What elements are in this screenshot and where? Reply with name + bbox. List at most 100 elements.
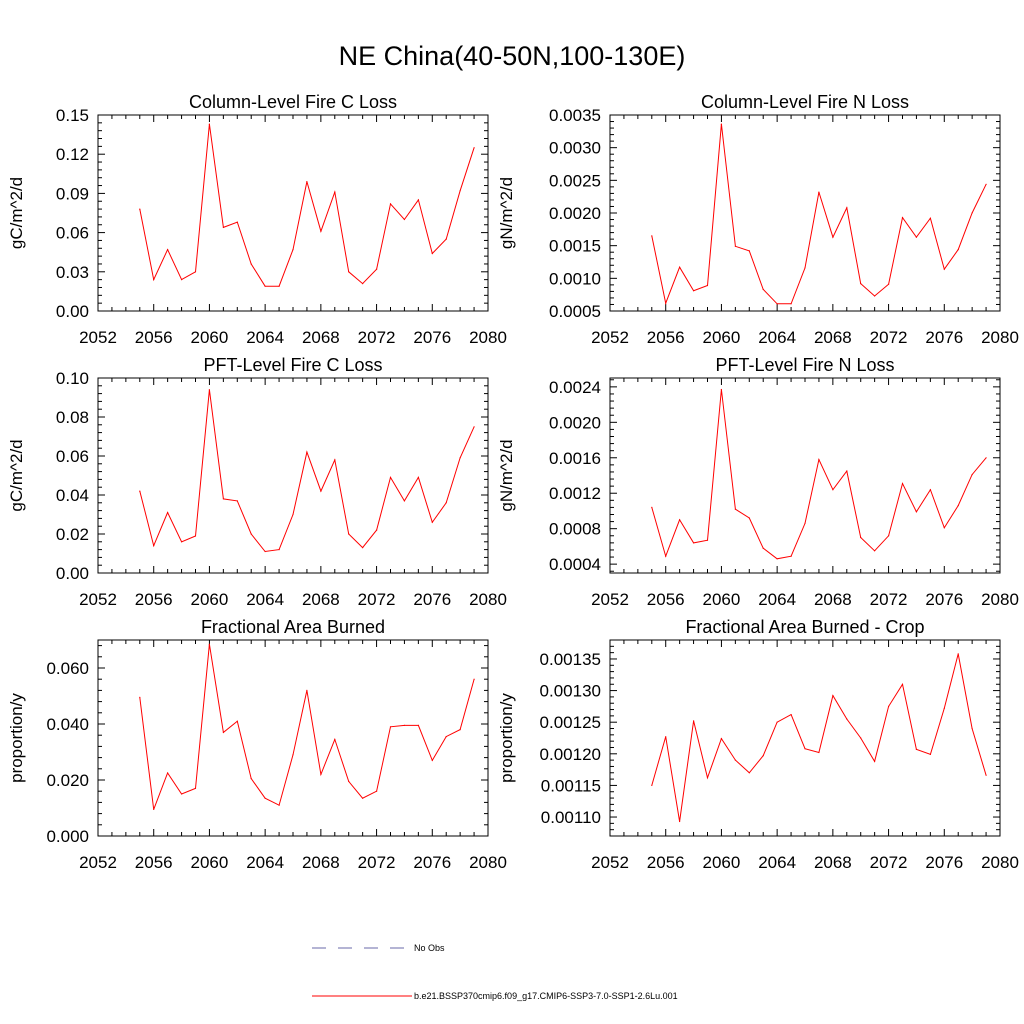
data-point xyxy=(776,303,778,305)
data-point xyxy=(167,772,169,774)
x-tick-label: 2080 xyxy=(981,590,1019,609)
plot-frame xyxy=(609,377,1001,574)
y-tick-label: 0.06 xyxy=(56,447,89,466)
x-tick-label: 2056 xyxy=(647,328,685,347)
data-point xyxy=(860,737,862,739)
data-point xyxy=(679,820,681,823)
data-point xyxy=(651,506,653,508)
data-point xyxy=(929,489,932,491)
x-tick-label: 2060 xyxy=(703,328,741,347)
data-point xyxy=(362,797,364,799)
x-tick-label: 2068 xyxy=(302,853,340,872)
y-tick-label: 0.00130 xyxy=(540,682,601,701)
data-point xyxy=(236,720,238,722)
data-point xyxy=(860,536,862,539)
y-tick-label: 0.0015 xyxy=(549,237,601,256)
y-tick-label: 0.000 xyxy=(46,827,89,846)
y-tick-label: 0.0035 xyxy=(549,106,601,125)
data-point xyxy=(734,759,737,761)
y-axis-label: proportion/y xyxy=(7,693,26,783)
y-tick-label: 0.12 xyxy=(56,145,89,164)
x-tick-label: 2056 xyxy=(135,328,173,347)
x-tick-label: 2076 xyxy=(925,328,963,347)
y-axis-label: proportion/y xyxy=(497,693,516,783)
data-point xyxy=(278,804,280,806)
x-tick-label: 2072 xyxy=(358,590,396,609)
y-tick-label: 0.09 xyxy=(56,184,89,203)
data-point xyxy=(250,263,252,265)
x-tick-label: 2080 xyxy=(469,853,507,872)
data-point xyxy=(665,736,667,738)
data-point xyxy=(832,695,834,697)
plot-frame xyxy=(609,639,1001,837)
data-point xyxy=(888,535,890,537)
panel-title: Fractional Area Burned xyxy=(201,617,385,637)
data-point xyxy=(376,529,378,531)
data-point xyxy=(208,389,210,391)
data-point xyxy=(403,724,405,727)
y-axis-label: gN/m^2/d xyxy=(497,439,516,511)
data-point xyxy=(320,230,322,232)
x-tick-label: 2068 xyxy=(814,590,852,609)
data-point xyxy=(431,252,433,255)
data-point xyxy=(139,696,141,699)
y-tick-label: 0.040 xyxy=(46,715,89,734)
data-point xyxy=(985,457,987,459)
panel-title: Fractional Area Burned - Crop xyxy=(685,617,924,637)
data-point xyxy=(818,458,820,461)
x-tick-label: 2064 xyxy=(758,328,796,347)
data-point xyxy=(846,718,848,720)
data-point xyxy=(665,302,667,304)
data-point xyxy=(888,283,890,285)
series-line xyxy=(139,644,475,810)
data-point xyxy=(888,705,890,708)
x-tick-label: 2076 xyxy=(925,590,963,609)
data-point xyxy=(971,727,973,730)
data-point xyxy=(362,283,364,285)
y-tick-label: 0.15 xyxy=(56,106,89,125)
data-point xyxy=(720,123,723,125)
y-tick-label: 0.10 xyxy=(56,369,89,388)
x-tick-label: 2052 xyxy=(79,328,117,347)
data-point xyxy=(693,542,695,544)
data-point xyxy=(320,773,322,776)
data-point xyxy=(306,181,308,183)
data-point xyxy=(860,283,862,285)
plot-frame xyxy=(97,377,489,574)
x-tick-label: 2060 xyxy=(191,590,229,609)
x-tick-label: 2068 xyxy=(814,328,852,347)
data-point xyxy=(706,284,709,287)
x-tick-label: 2056 xyxy=(647,853,685,872)
data-point xyxy=(264,285,266,287)
x-tick-label: 2072 xyxy=(870,328,908,347)
data-point xyxy=(306,451,308,453)
x-tick-label: 2076 xyxy=(413,853,451,872)
series-line xyxy=(139,389,475,553)
data-point xyxy=(706,777,709,779)
panel-title: Column-Level Fire N Loss xyxy=(701,92,909,112)
legend-label-model: b.e21.BSSP370cmip6.f09_g17.CMIP6-SSP3-7.… xyxy=(414,991,678,1001)
data-point xyxy=(389,476,392,478)
y-tick-label: 0.00135 xyxy=(540,650,601,669)
data-point xyxy=(804,267,806,269)
data-point xyxy=(389,203,392,205)
legend: No Obs b.e21.BSSP370cmip6.f09_g17.CMIP6-… xyxy=(312,943,678,1001)
x-tick-label: 2064 xyxy=(758,590,796,609)
data-point xyxy=(943,268,945,270)
data-point xyxy=(389,726,392,728)
x-tick-label: 2068 xyxy=(302,590,340,609)
panel-title: Column-Level Fire C Loss xyxy=(189,92,397,112)
data-point xyxy=(459,729,461,731)
data-point xyxy=(250,778,252,780)
x-tick-label: 2056 xyxy=(135,590,173,609)
data-point xyxy=(651,784,653,787)
data-point xyxy=(804,522,806,525)
chart-panel-4: 2052 2056 2060 2064 2068 2072 2076 2080 0.0004 0.… xyxy=(497,355,1019,609)
series-line xyxy=(651,389,987,560)
data-point xyxy=(320,490,322,492)
y-tick-label: 0.0010 xyxy=(549,269,601,288)
data-point xyxy=(943,707,945,709)
x-tick-label: 2064 xyxy=(758,853,796,872)
data-point xyxy=(264,550,266,553)
